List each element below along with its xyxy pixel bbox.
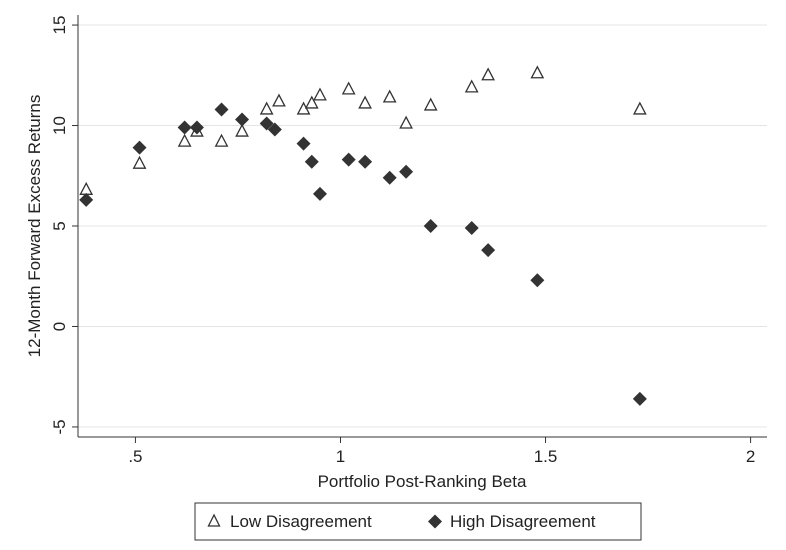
low-disagreement-point xyxy=(399,115,413,129)
y-axis-title: 12-Month Forward Excess Returns xyxy=(25,95,44,358)
high-disagreement-point xyxy=(530,273,545,288)
x-tick-label: 2 xyxy=(746,447,755,466)
x-axis-ticks: .5 1 1.5 2 xyxy=(128,437,755,466)
low-disagreement-point xyxy=(464,79,479,93)
x-tick-label: 1.5 xyxy=(534,447,558,466)
legend: Low Disagreement High Disagreement xyxy=(194,502,642,541)
high-disagreement-point xyxy=(632,391,647,406)
y-tick-label: 0 xyxy=(50,322,69,331)
y-tick-label: 5 xyxy=(50,221,69,230)
low-disagreement-point xyxy=(423,97,438,111)
x-tick-label: .5 xyxy=(128,447,142,466)
high-disagreement-point xyxy=(304,154,319,169)
high-disagreement-point xyxy=(464,221,479,236)
low-disagreement-point xyxy=(313,87,327,101)
low-disagreement-point xyxy=(177,133,192,147)
high-disagreement-point xyxy=(235,112,250,127)
low-disagreement-point xyxy=(530,65,545,79)
legend-low-disagreement-label: Low Disagreement xyxy=(230,512,372,531)
y-axis-ticks: -5 0 5 10 15 xyxy=(50,16,78,435)
high-disagreement-point xyxy=(399,164,414,179)
legend-high-disagreement-marker xyxy=(428,514,442,529)
y-tick-label: -5 xyxy=(50,419,69,434)
high-disagreement-point xyxy=(267,122,282,137)
x-tick-label: 1 xyxy=(336,447,345,466)
high-disagreement-point xyxy=(481,243,496,258)
high-disagreement-point xyxy=(214,102,229,117)
legend-low-disagreement-marker xyxy=(207,513,221,527)
data-points xyxy=(79,65,647,406)
high-disagreement-point xyxy=(296,136,311,151)
low-disagreement-point xyxy=(259,101,274,115)
low-disagreement-point xyxy=(214,133,229,147)
low-disagreement-point xyxy=(358,95,372,109)
high-disagreement-point xyxy=(259,116,274,131)
low-disagreement-point xyxy=(272,93,286,107)
high-disagreement-point xyxy=(341,152,356,167)
high-disagreement-point xyxy=(358,154,373,169)
low-disagreement-point xyxy=(481,67,495,81)
legend-box xyxy=(194,502,642,541)
x-axis-title: Portfolio Post-Ranking Beta xyxy=(318,472,527,491)
high-disagreement-point xyxy=(382,170,397,185)
low-disagreement-point xyxy=(132,155,147,169)
y-tick-label: 10 xyxy=(50,116,69,135)
y-tick-label: 15 xyxy=(50,16,69,35)
high-disagreement-point xyxy=(423,219,438,233)
low-disagreement-point xyxy=(632,101,647,115)
high-disagreement-point xyxy=(132,140,147,155)
low-disagreement-point xyxy=(341,81,356,95)
low-disagreement-point xyxy=(304,95,319,109)
high-disagreement-point xyxy=(312,186,327,201)
high-disagreement-point xyxy=(189,120,204,135)
high-disagreement-point xyxy=(177,120,192,135)
high-disagreement-point xyxy=(79,192,94,207)
low-disagreement-point xyxy=(235,123,249,137)
low-disagreement-point xyxy=(382,89,397,103)
legend-high-disagreement-label: High Disagreement xyxy=(450,512,596,531)
